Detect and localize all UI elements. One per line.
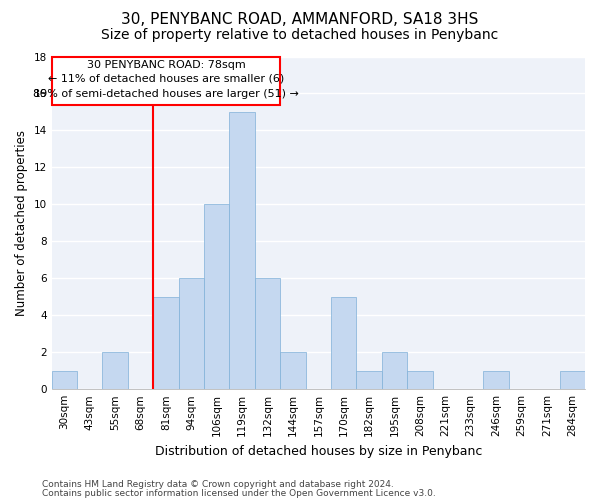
Text: 89% of semi-detached houses are larger (51) →: 89% of semi-detached houses are larger (… [33, 90, 299, 100]
Bar [280, 352, 305, 389]
Bar [52, 370, 77, 389]
Bar [255, 278, 280, 389]
Bar [407, 370, 433, 389]
Text: ← 11% of detached houses are smaller (6): ← 11% of detached houses are smaller (6) [48, 74, 284, 84]
Bar [229, 112, 255, 389]
Bar [484, 370, 509, 389]
Bar [103, 352, 128, 389]
Text: Size of property relative to detached houses in Penybanc: Size of property relative to detached ho… [101, 28, 499, 42]
Bar [356, 370, 382, 389]
Text: 30, PENYBANC ROAD, AMMANFORD, SA18 3HS: 30, PENYBANC ROAD, AMMANFORD, SA18 3HS [121, 12, 479, 28]
Y-axis label: Number of detached properties: Number of detached properties [15, 130, 28, 316]
Bar [331, 297, 356, 389]
X-axis label: Distribution of detached houses by size in Penybanc: Distribution of detached houses by size … [155, 444, 482, 458]
Text: Contains HM Land Registry data © Crown copyright and database right 2024.: Contains HM Land Registry data © Crown c… [42, 480, 394, 489]
Text: Contains public sector information licensed under the Open Government Licence v3: Contains public sector information licen… [42, 488, 436, 498]
Bar [52, 56, 280, 106]
Bar [153, 297, 179, 389]
Bar [179, 278, 204, 389]
Bar [204, 204, 229, 389]
Bar [560, 370, 585, 389]
Text: 30 PENYBANC ROAD: 78sqm: 30 PENYBANC ROAD: 78sqm [86, 60, 245, 70]
Bar [382, 352, 407, 389]
